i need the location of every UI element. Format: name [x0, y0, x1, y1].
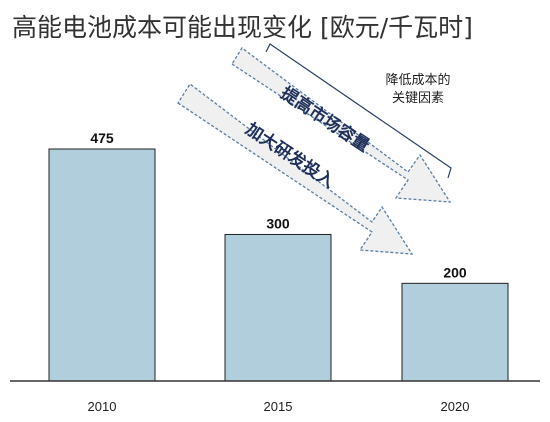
- value-label-2020: 200: [443, 264, 467, 280]
- x-tick-2010: 2010: [88, 399, 117, 414]
- x-tick-labels-group: 2010 2015 2020: [88, 399, 470, 414]
- key-factors-bracket: [265, 43, 452, 179]
- value-label-2010: 475: [90, 130, 114, 146]
- chart-title: 高能电池成本可能出现变化 [欧元/千瓦时]: [12, 13, 473, 42]
- bar-2020: [401, 282, 509, 382]
- key-factors-note-line2: 关键因素: [392, 91, 444, 106]
- arrow-rd-investment: [177, 83, 414, 255]
- arrow-market-capacity: [231, 47, 452, 203]
- bar-2010: [48, 148, 156, 382]
- bar-2015: [224, 233, 332, 382]
- x-tick-2020: 2020: [441, 399, 470, 414]
- key-factors-note-line1: 降低成本的: [385, 72, 450, 88]
- value-labels-group: 475 300 200: [90, 130, 467, 280]
- trend-arrows: [177, 47, 452, 255]
- x-tick-2015: 2015: [264, 399, 293, 414]
- value-label-2015: 300: [266, 215, 290, 231]
